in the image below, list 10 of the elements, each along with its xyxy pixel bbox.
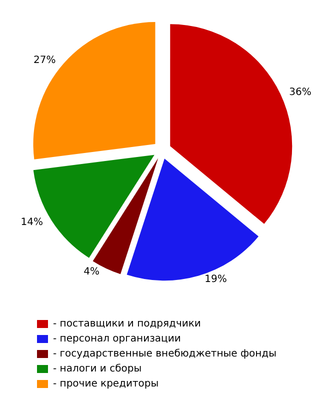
data-label: 19% bbox=[204, 274, 227, 286]
data-label: 14% bbox=[20, 216, 44, 228]
data-label: 36% bbox=[289, 87, 312, 98]
legend-label: - прочие кредиторы bbox=[53, 378, 159, 390]
data-label: 27% bbox=[34, 55, 56, 66]
legend-label: - налоги и сборы bbox=[53, 364, 142, 374]
data-label: 4% bbox=[84, 266, 100, 278]
legend-label: - государственные внебюджетные фонды bbox=[53, 348, 277, 360]
legend-label: - поставщики и подрядчики bbox=[53, 318, 201, 330]
legend-label: - персонал организации bbox=[53, 334, 181, 344]
